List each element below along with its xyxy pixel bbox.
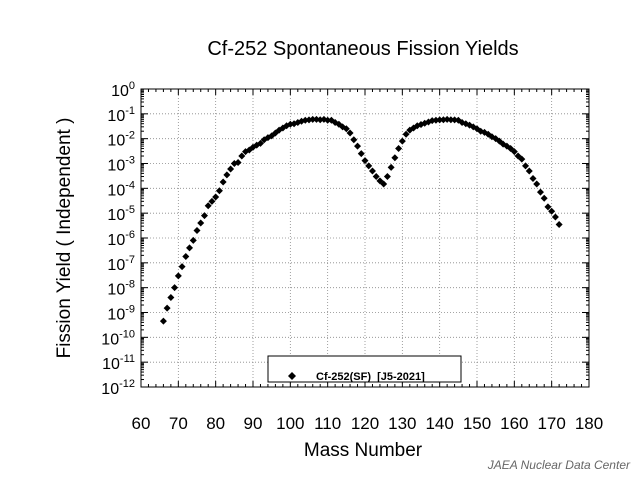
x-tick-label: 70 (169, 414, 188, 433)
y-tick-label: 10-5 (107, 204, 135, 224)
data-point (309, 115, 317, 123)
y-tick-label: 10-4 (107, 179, 135, 199)
data-point (324, 116, 332, 124)
x-tick-label: 110 (314, 414, 341, 433)
data-point (391, 154, 399, 162)
data-point (447, 116, 455, 124)
y-tick-labels: 100 10-1 10-2 10-3 10-4 10-5 10-6 10-7 10-8 10-9 1… (101, 80, 135, 398)
data-point (227, 165, 235, 173)
x-tick-label: 130 (388, 414, 416, 433)
credit-text: JAEA Nuclear Data Center (487, 458, 631, 472)
data-point (361, 157, 369, 165)
legend-box (267, 355, 462, 383)
data-points (159, 115, 563, 325)
data-point (536, 188, 544, 196)
data-point (256, 139, 264, 147)
y-tick-label: 10-9 (107, 304, 135, 324)
data-point (533, 180, 541, 188)
plot-area (141, 89, 589, 387)
x-tick-label: 100 (276, 414, 304, 433)
chart-title: Cf-252 Spontaneous Fission Yields (207, 38, 518, 60)
data-point (189, 236, 197, 244)
x-tick-label: 170 (537, 414, 565, 433)
x-tick-label: 180 (575, 414, 603, 433)
legend: Cf-252(SF) [J5-2021] (267, 355, 462, 383)
data-point (395, 145, 403, 153)
data-point (354, 142, 362, 150)
data-point (365, 162, 373, 170)
data-point (525, 167, 533, 175)
data-point (387, 163, 395, 171)
y-tick-label: 100 (111, 80, 135, 100)
y-tick-label: 10-6 (107, 229, 135, 249)
tick-marks (140, 88, 590, 388)
data-point (204, 202, 212, 210)
data-point (182, 252, 190, 260)
data-point (167, 294, 175, 302)
data-point (510, 148, 518, 156)
x-tick-label: 80 (206, 414, 225, 433)
data-point (342, 125, 350, 133)
data-point (223, 171, 231, 179)
legend-marker (288, 372, 296, 380)
data-point (551, 213, 559, 221)
data-point (234, 158, 242, 166)
data-point (372, 172, 380, 180)
data-point (368, 167, 376, 175)
y-tick-label: 10-12 (101, 378, 135, 398)
data-point (380, 180, 388, 188)
x-tick-label: 150 (463, 414, 491, 433)
data-point (548, 207, 556, 215)
data-point (469, 123, 477, 131)
x-tick-label: 160 (500, 414, 528, 433)
data-point (518, 155, 526, 163)
data-point (178, 263, 186, 271)
data-point (163, 304, 171, 312)
data-point (544, 203, 552, 211)
data-point (212, 193, 220, 201)
x-tick-label: 140 (425, 414, 453, 433)
data-point (208, 197, 216, 205)
y-tick-label: 10-3 (107, 155, 135, 175)
data-point (219, 178, 227, 186)
data-point (350, 136, 358, 144)
data-point (357, 150, 365, 158)
y-axis-label: Fission Yield ( Independent ) (54, 118, 75, 359)
data-point (346, 129, 354, 137)
data-point (197, 219, 205, 227)
y-tick-label: 10-1 (107, 105, 135, 125)
data-point (238, 152, 246, 160)
data-point (200, 212, 208, 220)
data-point (540, 194, 548, 202)
x-tick-label: 60 (132, 414, 151, 433)
y-tick-label: 10-11 (102, 353, 135, 373)
x-tick-label: 120 (351, 414, 379, 433)
y-tick-label: 10-10 (101, 328, 135, 348)
x-tick-label: 90 (244, 414, 263, 433)
data-point (215, 187, 223, 195)
data-point (529, 174, 537, 182)
x-tick-labels: 60 70 80 90 100 110 120 130 140 150 160 170 180 (132, 414, 604, 433)
data-point (436, 116, 444, 124)
data-point (383, 172, 391, 180)
data-point (522, 162, 530, 170)
data-point (402, 130, 410, 138)
y-tick-label: 10-2 (107, 130, 135, 150)
data-point (174, 272, 182, 280)
data-point (186, 244, 194, 252)
y-tick-label: 10-8 (107, 279, 135, 299)
legend-label: Cf-252(SF) [J5-2021] (316, 371, 425, 383)
data-point (398, 137, 406, 145)
data-point (555, 220, 563, 228)
data-point (193, 227, 201, 235)
x-axis-label: Mass Number (304, 440, 423, 461)
data-point (339, 123, 347, 131)
y-tick-label: 10-7 (107, 254, 135, 274)
data-point (171, 284, 179, 292)
data-point (159, 317, 167, 325)
